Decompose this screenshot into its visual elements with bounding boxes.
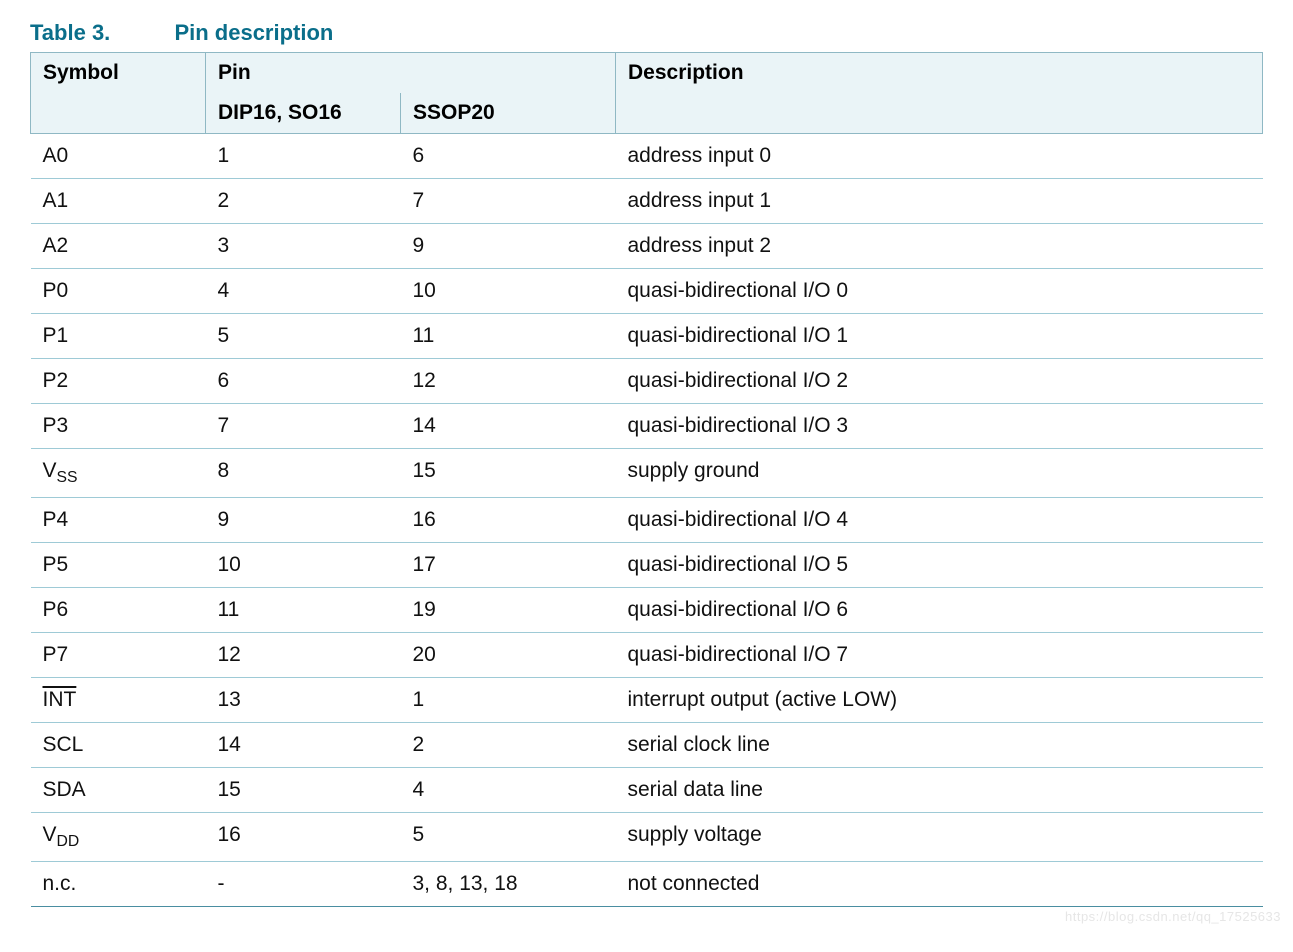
watermark: https://blog.csdn.net/qq_17525633 (1065, 909, 1281, 924)
cell-dip: 12 (206, 633, 401, 678)
pin-description-table: Symbol Pin Description DIP16, SO16 SSOP2… (30, 52, 1263, 907)
table-row: P3714quasi-bidirectional I/O 3 (31, 404, 1263, 449)
cell-dip: 14 (206, 723, 401, 768)
col-header-description: Description (616, 53, 1263, 134)
cell-ssop: 20 (401, 633, 616, 678)
cell-ssop: 12 (401, 359, 616, 404)
cell-dip: 13 (206, 678, 401, 723)
cell-dip: 5 (206, 314, 401, 359)
cell-description: address input 1 (616, 179, 1263, 224)
table-body: A016address input 0A127address input 1A2… (31, 134, 1263, 907)
col-subheader-dip: DIP16, SO16 (206, 93, 401, 134)
table-row: P1511quasi-bidirectional I/O 1 (31, 314, 1263, 359)
cell-ssop: 4 (401, 768, 616, 813)
table-row: INT131interrupt output (active LOW) (31, 678, 1263, 723)
cell-symbol: P0 (31, 269, 206, 314)
cell-description: serial clock line (616, 723, 1263, 768)
cell-symbol: A2 (31, 224, 206, 269)
cell-ssop: 1 (401, 678, 616, 723)
cell-ssop: 10 (401, 269, 616, 314)
cell-symbol: P1 (31, 314, 206, 359)
cell-symbol: SDA (31, 768, 206, 813)
table-row: SCL142serial clock line (31, 723, 1263, 768)
cell-dip: - (206, 862, 401, 907)
cell-description: quasi-bidirectional I/O 4 (616, 498, 1263, 543)
cell-dip: 11 (206, 588, 401, 633)
table-row: P2612quasi-bidirectional I/O 2 (31, 359, 1263, 404)
cell-symbol: n.c. (31, 862, 206, 907)
col-header-pin: Pin (206, 53, 616, 94)
cell-symbol: P4 (31, 498, 206, 543)
cell-description: supply voltage (616, 813, 1263, 862)
table-caption: Table 3. Pin description (30, 20, 1263, 46)
cell-ssop: 5 (401, 813, 616, 862)
cell-ssop: 6 (401, 134, 616, 179)
table-number: Table 3. (30, 20, 170, 46)
cell-ssop: 3, 8, 13, 18 (401, 862, 616, 907)
cell-dip: 16 (206, 813, 401, 862)
cell-dip: 1 (206, 134, 401, 179)
cell-description: not connected (616, 862, 1263, 907)
table-row: VDD165supply voltage (31, 813, 1263, 862)
cell-description: address input 0 (616, 134, 1263, 179)
table-row: A016address input 0 (31, 134, 1263, 179)
cell-description: quasi-bidirectional I/O 5 (616, 543, 1263, 588)
cell-symbol: VDD (31, 813, 206, 862)
table-row: P71220quasi-bidirectional I/O 7 (31, 633, 1263, 678)
table-row: n.c.-3, 8, 13, 18not connected (31, 862, 1263, 907)
cell-dip: 9 (206, 498, 401, 543)
cell-symbol: INT (31, 678, 206, 723)
table-row: A239address input 2 (31, 224, 1263, 269)
cell-ssop: 9 (401, 224, 616, 269)
cell-dip: 6 (206, 359, 401, 404)
cell-dip: 7 (206, 404, 401, 449)
cell-dip: 2 (206, 179, 401, 224)
cell-dip: 15 (206, 768, 401, 813)
cell-symbol: SCL (31, 723, 206, 768)
cell-ssop: 11 (401, 314, 616, 359)
cell-description: interrupt output (active LOW) (616, 678, 1263, 723)
cell-ssop: 17 (401, 543, 616, 588)
table-row: VSS815supply ground (31, 449, 1263, 498)
cell-dip: 10 (206, 543, 401, 588)
table-row: P0410quasi-bidirectional I/O 0 (31, 269, 1263, 314)
cell-symbol: P7 (31, 633, 206, 678)
cell-symbol: P2 (31, 359, 206, 404)
cell-description: address input 2 (616, 224, 1263, 269)
table-row: P51017quasi-bidirectional I/O 5 (31, 543, 1263, 588)
cell-description: quasi-bidirectional I/O 2 (616, 359, 1263, 404)
cell-symbol: A1 (31, 179, 206, 224)
table-row: P4916quasi-bidirectional I/O 4 (31, 498, 1263, 543)
cell-symbol: P6 (31, 588, 206, 633)
cell-description: supply ground (616, 449, 1263, 498)
cell-symbol: A0 (31, 134, 206, 179)
cell-dip: 4 (206, 269, 401, 314)
cell-dip: 3 (206, 224, 401, 269)
cell-description: quasi-bidirectional I/O 1 (616, 314, 1263, 359)
cell-description: quasi-bidirectional I/O 6 (616, 588, 1263, 633)
cell-description: serial data line (616, 768, 1263, 813)
cell-ssop: 16 (401, 498, 616, 543)
cell-symbol: P5 (31, 543, 206, 588)
cell-ssop: 2 (401, 723, 616, 768)
cell-description: quasi-bidirectional I/O 3 (616, 404, 1263, 449)
table-row: A127address input 1 (31, 179, 1263, 224)
table-row: SDA154serial data line (31, 768, 1263, 813)
cell-symbol: P3 (31, 404, 206, 449)
cell-ssop: 7 (401, 179, 616, 224)
cell-ssop: 15 (401, 449, 616, 498)
cell-ssop: 19 (401, 588, 616, 633)
col-subheader-ssop: SSOP20 (401, 93, 616, 134)
cell-description: quasi-bidirectional I/O 7 (616, 633, 1263, 678)
col-header-symbol: Symbol (31, 53, 206, 134)
table-row: P61119quasi-bidirectional I/O 6 (31, 588, 1263, 633)
cell-description: quasi-bidirectional I/O 0 (616, 269, 1263, 314)
table-title: Pin description (174, 20, 333, 45)
cell-symbol: VSS (31, 449, 206, 498)
cell-ssop: 14 (401, 404, 616, 449)
cell-dip: 8 (206, 449, 401, 498)
